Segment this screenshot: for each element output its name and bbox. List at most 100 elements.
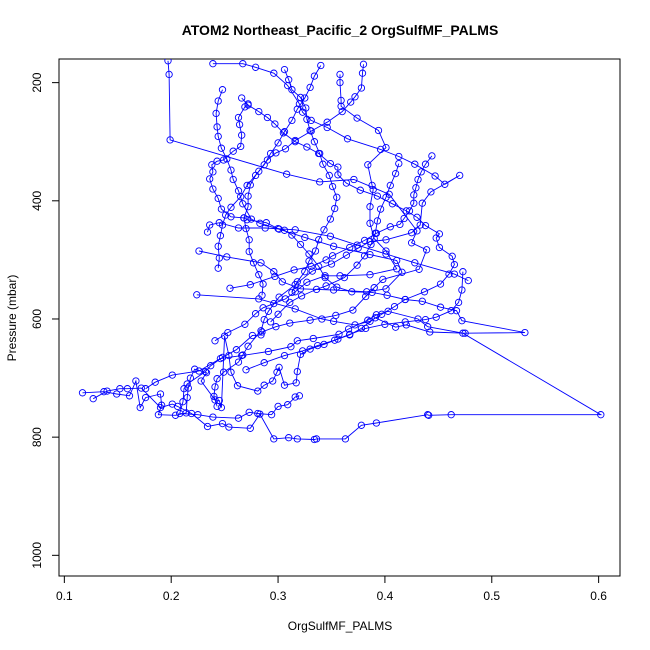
data-point [209,168,217,176]
data-point [373,192,382,200]
data-point [393,256,401,265]
data-point [441,180,449,188]
data-point [366,250,374,259]
data-point [395,152,403,161]
data-point [238,131,246,139]
x-axis-label: OrgSulfMF_PALMS [288,619,392,633]
data-point [270,435,278,443]
data-point [356,186,364,194]
data-point [216,232,225,240]
data-point [296,240,305,249]
data-point [211,396,219,404]
data-point [219,368,228,376]
data-point [235,120,244,129]
data-point [322,256,330,264]
data-point [360,252,369,260]
data-point [151,378,159,386]
data-point [368,181,376,190]
data-point [382,143,390,152]
data-point [218,86,227,94]
data-point [372,311,381,319]
data-point [237,142,245,151]
data-point [306,345,314,353]
data-point [331,204,339,213]
data-point [336,78,344,87]
data-point [214,242,222,250]
data-point [316,149,324,158]
data-point [362,292,370,301]
data-point [414,175,422,184]
data-point [425,411,433,419]
data-point [315,262,323,271]
data-point [401,318,409,326]
data-point [358,69,367,77]
y-axis-label: Pressure (mbar) [5,275,19,362]
data-point [329,317,338,325]
data-point [246,181,254,189]
data-point [245,236,253,244]
data-point [366,271,374,279]
data-point [350,175,358,184]
data-point [396,220,404,229]
data-point [336,70,344,79]
data-point [382,193,390,201]
data-point [272,149,280,157]
data-point [373,217,382,225]
data-point [454,298,463,307]
data-point [271,272,279,281]
series-line [196,97,455,326]
data-point [260,381,268,389]
data-point [366,317,374,325]
data-point [334,163,342,171]
data-point [225,351,233,360]
data-point [424,323,432,331]
data-point [417,168,425,176]
data-point [303,143,311,151]
data-point [255,107,263,116]
data-point [317,61,325,70]
data-point [391,323,400,331]
data-point [410,191,418,199]
data-point [256,219,264,227]
data-point [123,385,132,393]
series-line [82,103,525,416]
data-point [370,284,378,292]
data-point [411,259,419,267]
data-point [353,241,361,249]
data-point [156,403,165,412]
data-point [428,152,436,160]
data-point [293,105,301,113]
data-point [342,251,351,259]
series-line [198,89,403,293]
data-point [333,193,341,201]
data-point [214,194,222,203]
data-point [381,320,389,328]
data-point [203,228,212,236]
data-point [371,229,379,237]
data-point [413,213,421,221]
data-point [351,321,359,329]
data-point [225,423,233,431]
data-point [400,214,408,223]
data-point [275,363,283,372]
data-point [275,293,283,301]
data-point [306,126,314,135]
data-point [213,375,221,383]
data-point [357,421,366,429]
data-point [246,281,254,289]
data-point [347,98,355,106]
data-point [195,247,203,255]
data-point [391,169,400,178]
data-point [334,171,342,179]
data-point [224,328,232,337]
data-point [278,278,286,286]
data-point [360,236,369,245]
data-point [302,104,310,112]
data-point [244,192,252,200]
data-point [206,221,214,229]
data-point [359,60,368,68]
data-point [414,315,422,323]
data-point [211,337,219,345]
data-point [298,347,307,355]
x-tick-label: 0.4 [377,589,394,603]
